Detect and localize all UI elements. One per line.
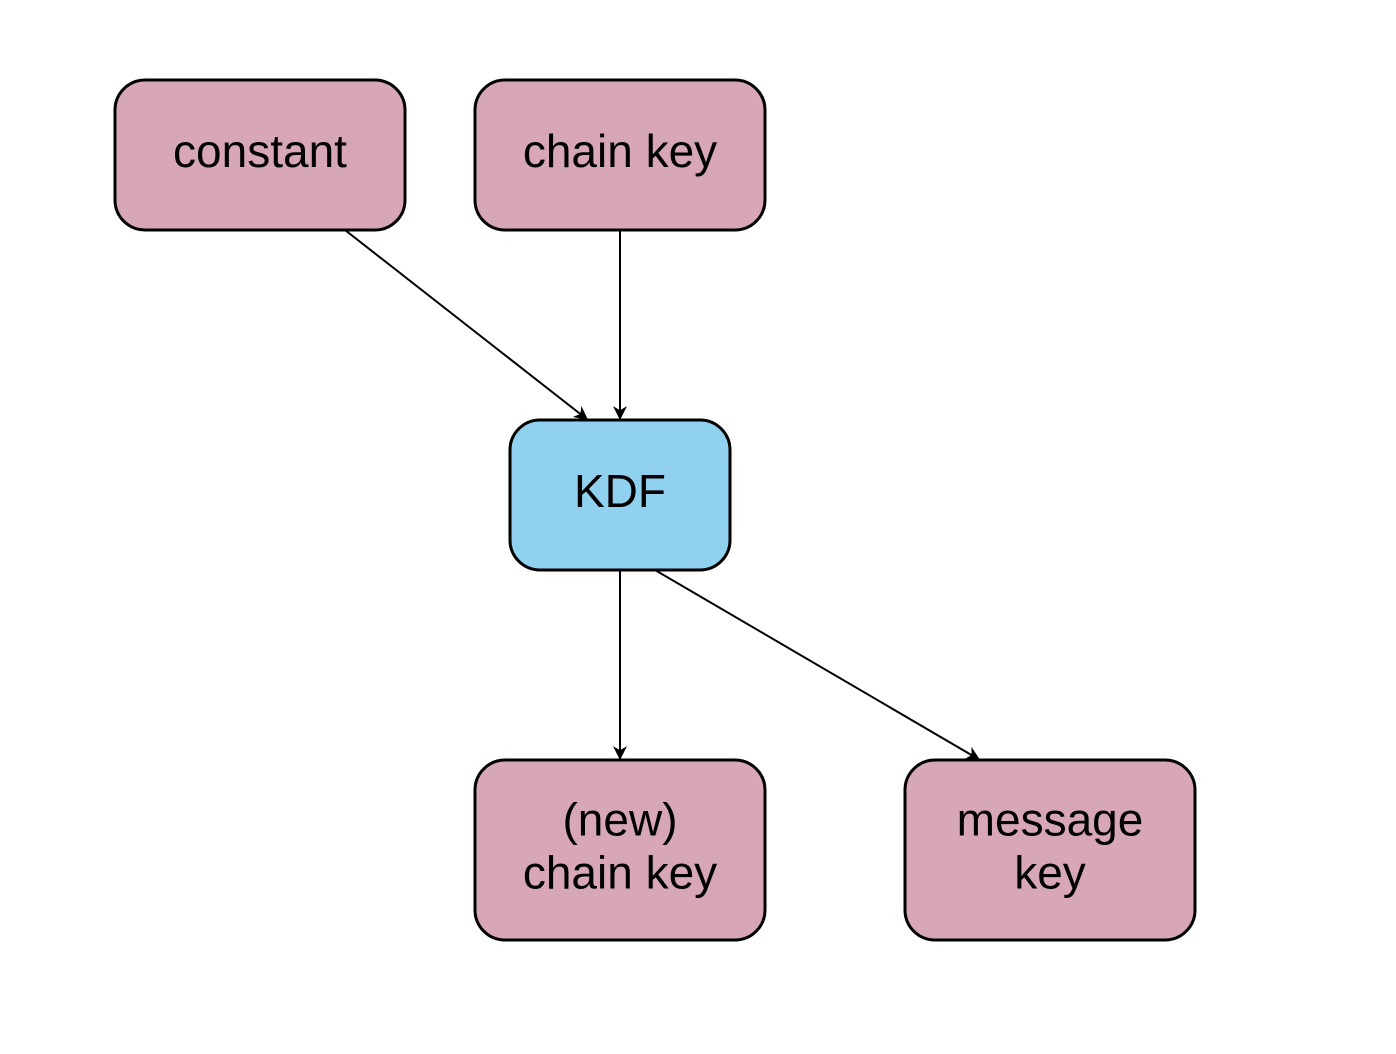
node-chain-key: chain key <box>475 80 765 230</box>
node-new-chain-key-label-0: (new) <box>562 794 677 846</box>
node-kdf-label: KDF <box>574 465 666 517</box>
node-new-chain-key-label-1: chain key <box>523 847 717 899</box>
node-message-key-label-0: message <box>957 794 1144 846</box>
edge-kdf-to-message_key <box>655 570 978 759</box>
edge-constant-to-kdf <box>345 230 586 419</box>
node-new-chain-key: (new)chain key <box>475 760 765 940</box>
node-kdf: KDF <box>510 420 730 570</box>
kdf-flowchart: constantchain keyKDF(new)chain keymessag… <box>0 0 1396 1054</box>
node-constant: constant <box>115 80 405 230</box>
nodes: constantchain keyKDF(new)chain keymessag… <box>115 80 1195 940</box>
node-message-key-label-1: key <box>1014 847 1086 899</box>
node-message-key: messagekey <box>905 760 1195 940</box>
node-chain-key-label: chain key <box>523 125 717 177</box>
node-constant-label: constant <box>173 125 347 177</box>
